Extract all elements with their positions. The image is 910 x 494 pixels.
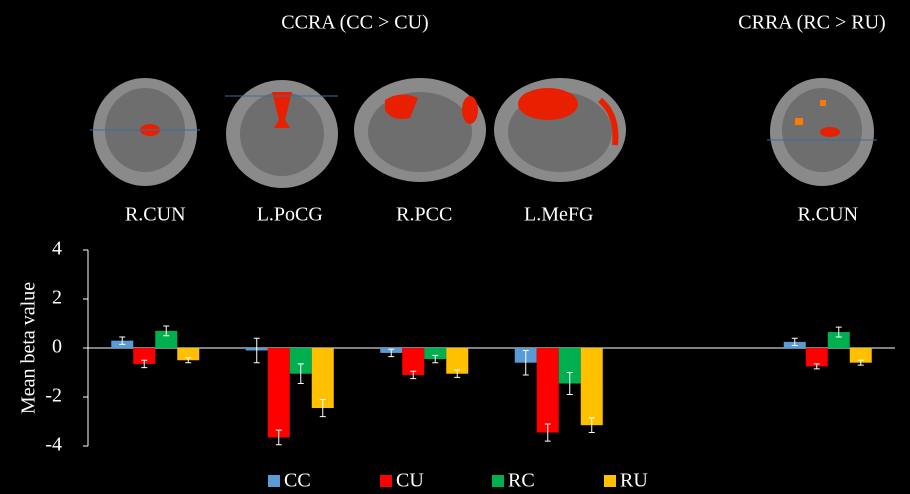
category-label: L.MeFG xyxy=(524,204,593,226)
header: CCRA (CC > CU) xyxy=(281,12,428,34)
category-label: R.CUN xyxy=(125,204,186,226)
brain-image xyxy=(354,78,486,182)
legend-swatch xyxy=(492,475,504,487)
brain-image xyxy=(765,78,879,190)
legend-swatch xyxy=(268,475,280,487)
legend-label: CC xyxy=(284,470,311,492)
legend-label: RC xyxy=(508,470,535,492)
brain-image xyxy=(494,78,626,182)
y-tick-label: 0 xyxy=(52,336,62,358)
y-tick-label: -2 xyxy=(45,385,62,407)
bar xyxy=(581,348,603,425)
category-label: R.PCC xyxy=(396,204,452,226)
legend-label: CU xyxy=(396,470,424,492)
bar xyxy=(537,348,559,433)
legend-swatch xyxy=(604,475,616,487)
bar xyxy=(268,348,290,437)
background xyxy=(0,0,910,494)
y-tick-label: -4 xyxy=(45,434,62,456)
brain-image xyxy=(222,78,340,190)
brain-image xyxy=(88,78,202,190)
y-tick-label: 4 xyxy=(52,238,62,260)
legend-swatch xyxy=(380,475,392,487)
y-axis-label: Mean beta value xyxy=(18,282,40,414)
category-label: L.PoCG xyxy=(257,204,323,226)
figure: CCRA (CC > CU) CRRA (RC > RU) Mean beta … xyxy=(0,0,910,494)
y-tick-label: 2 xyxy=(52,287,62,309)
header: CRRA (RC > RU) xyxy=(738,12,885,34)
category-label: R.CUN xyxy=(797,204,858,226)
legend-label: RU xyxy=(620,470,648,492)
